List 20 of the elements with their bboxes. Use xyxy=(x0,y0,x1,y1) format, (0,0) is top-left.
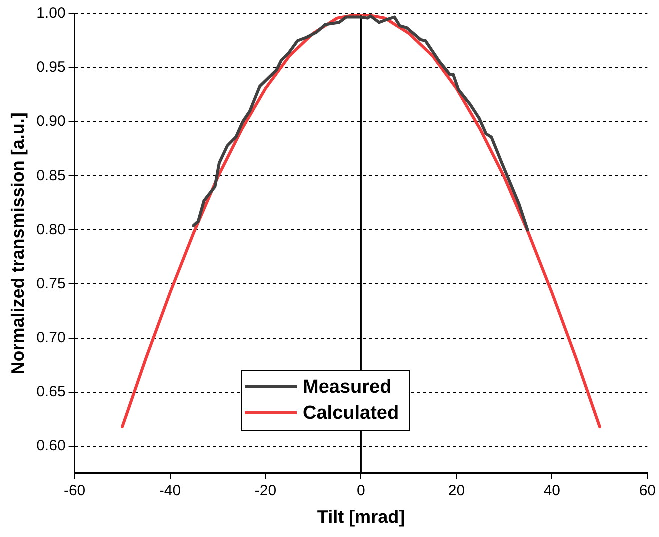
y-tick-label: 0.95 xyxy=(36,59,66,76)
x-tick-label: 60 xyxy=(639,482,656,500)
x-tick-label: -60 xyxy=(64,482,86,500)
y-tick-label: 0.70 xyxy=(36,329,66,346)
y-tick-label: 0.85 xyxy=(36,167,66,184)
y-tick-label: 0.90 xyxy=(36,113,66,130)
x-tick-label: -40 xyxy=(159,482,182,500)
y-tick-label: 0.80 xyxy=(36,221,66,238)
x-axis-title: Tilt [mrad] xyxy=(317,507,406,528)
x-tick-label: 20 xyxy=(448,482,466,500)
y-tick-label: 0.75 xyxy=(36,275,66,292)
y-tick-label: 1.00 xyxy=(36,5,66,22)
legend-label: Calculated xyxy=(303,403,400,424)
x-tick-label: 0 xyxy=(357,482,366,500)
y-tick-label: 0.60 xyxy=(36,438,66,455)
x-tick-label: -20 xyxy=(254,482,277,500)
x-tick-label: 40 xyxy=(544,482,561,500)
legend-label: Measured xyxy=(303,377,392,398)
y-tick-label: 0.65 xyxy=(36,383,66,400)
y-axis-title: Normalized transmission [a.u.] xyxy=(8,112,28,375)
